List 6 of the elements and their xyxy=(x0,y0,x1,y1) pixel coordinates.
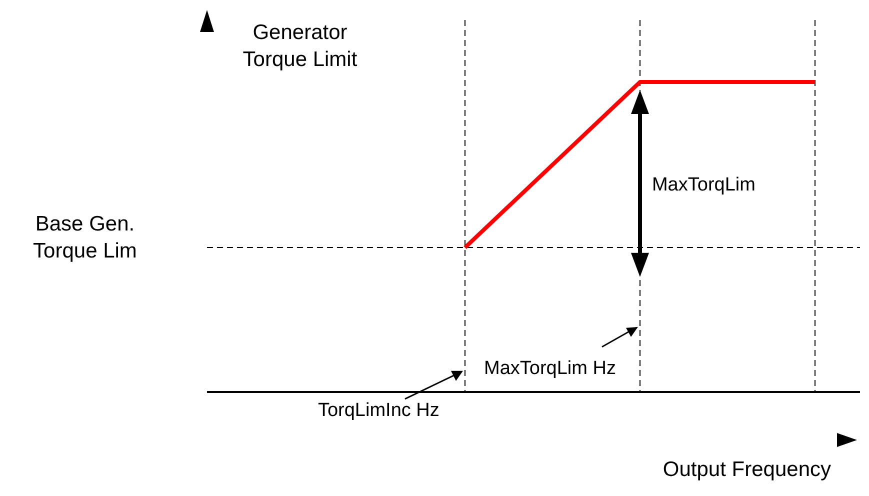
ref-line-label: Base Gen. Torque Lim xyxy=(33,212,137,263)
x-axis-title: Output Frequency xyxy=(662,458,832,481)
annotation: MaxTorqLim Hz xyxy=(484,358,616,379)
annotation: MaxTorqLim xyxy=(652,174,756,196)
y-axis-title: Generator Torque Limit xyxy=(242,21,358,71)
text: TorqLimInc Hz xyxy=(318,400,440,421)
